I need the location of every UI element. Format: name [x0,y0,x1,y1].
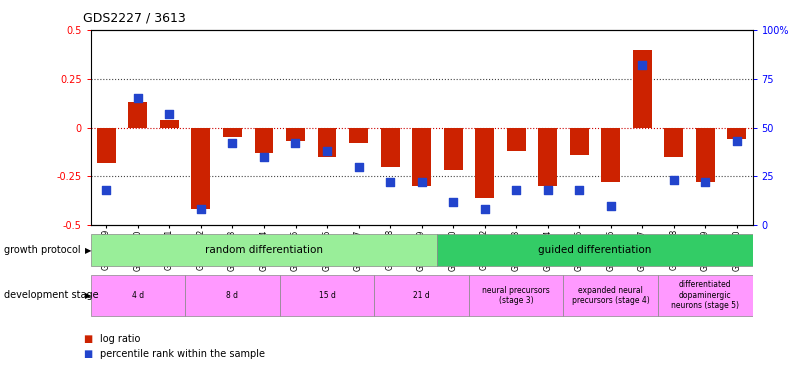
Bar [280,274,374,316]
Point [258,154,270,160]
Text: guided differentiation: guided differentiation [538,245,652,255]
Bar [507,128,526,151]
Text: random differentiation: random differentiation [205,245,323,255]
Bar [437,234,753,266]
Text: development stage: development stage [4,290,98,300]
Point [352,164,365,170]
Point [100,187,113,193]
Bar [91,234,437,266]
Text: ▶: ▶ [85,291,91,300]
Text: log ratio: log ratio [100,334,140,344]
Point [478,206,491,212]
Bar [696,128,715,182]
Point [573,187,585,193]
Text: 8 d: 8 d [226,291,239,300]
Bar [381,128,400,166]
Bar [160,120,179,128]
Point [384,179,396,185]
Bar [601,128,620,182]
Bar [538,128,557,186]
Point [699,179,712,185]
Bar [658,274,753,316]
Bar [444,128,463,170]
Bar [255,128,273,153]
Text: GDS2227 / 3613: GDS2227 / 3613 [83,11,185,24]
Bar [191,128,210,209]
Bar [469,274,563,316]
Point [321,148,333,154]
Text: ■: ■ [83,350,92,359]
Bar [128,102,147,128]
Point [636,62,649,68]
Bar [185,274,280,316]
Point [510,187,522,193]
Bar [318,128,336,157]
Bar [91,274,185,316]
Point [289,140,302,146]
Point [132,95,144,101]
Point [447,199,459,205]
Text: expanded neural
precursors (stage 4): expanded neural precursors (stage 4) [572,286,649,305]
Point [541,187,554,193]
Text: 4 d: 4 d [132,291,144,300]
Text: percentile rank within the sample: percentile rank within the sample [100,350,265,359]
Bar [97,128,116,163]
Bar [727,128,746,139]
Text: differentiated
dopaminergic
neurons (stage 5): differentiated dopaminergic neurons (sta… [671,280,739,310]
Text: 21 d: 21 d [413,291,430,300]
Bar [570,128,589,155]
Text: ■: ■ [83,334,92,344]
Point [226,140,239,146]
Bar [223,128,242,137]
Bar [349,128,368,143]
Point [730,138,743,144]
Bar [664,128,683,157]
Bar [286,128,305,141]
Point [195,206,207,212]
Point [604,202,617,208]
Bar [475,128,494,198]
Bar [563,274,658,316]
Text: ▶: ▶ [85,246,91,255]
Bar [374,274,469,316]
Text: 15 d: 15 d [318,291,336,300]
Bar [633,50,652,128]
Point [163,111,176,117]
Text: growth protocol: growth protocol [4,245,80,255]
Point [415,179,428,185]
Point [667,177,680,183]
Bar [412,128,431,186]
Text: neural precursors
(stage 3): neural precursors (stage 3) [482,286,550,305]
